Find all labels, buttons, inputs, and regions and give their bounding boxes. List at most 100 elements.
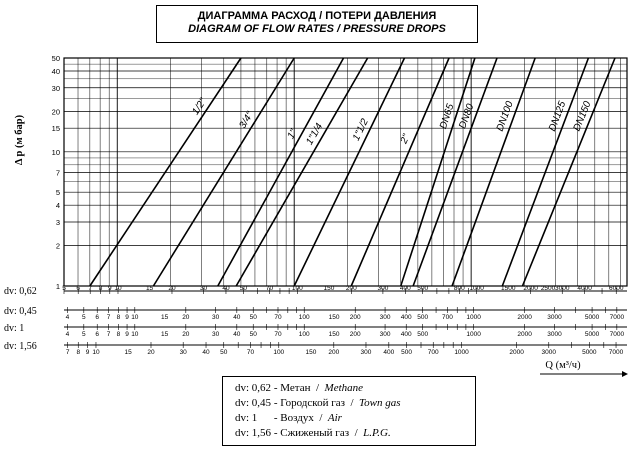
series-line: [89, 57, 242, 287]
flow-scale-tick-label: 200: [346, 285, 357, 292]
flow-scale-tick-label: 15: [161, 314, 169, 321]
flow-scale-tick-label: 7: [107, 331, 111, 338]
flow-scale-tick-label: 9: [125, 314, 129, 321]
gas-legend: dv: 0,62 - Метан / Methane dv: 0,45 - Го…: [222, 376, 476, 446]
flow-scale-name: dv: 0,45: [4, 306, 37, 317]
flow-scale-tick-label: 4000: [577, 285, 592, 292]
flow-scale-tick-label: 40: [202, 349, 210, 356]
flow-scale-tick-label: 40: [233, 331, 241, 338]
series-lines: [89, 57, 616, 287]
flow-scale-tick-label: 500: [417, 314, 428, 321]
flow-scale-tick-label: 10: [114, 285, 122, 292]
axes: 1 2 3 4 5 7 10 15 20 30 40 50 Δ p (м бар) Q (м³/ч): [14, 54, 628, 377]
flow-scale-tick-label: 50: [220, 349, 228, 356]
flow-scale-tick-label: 300: [361, 349, 372, 356]
flow-scale-tick-label: 2000: [517, 331, 532, 338]
flow-scale-tick-label: 300: [377, 285, 388, 292]
flow-scale-tick-label: 400: [401, 314, 412, 321]
flow-scale-tick-label: 9: [86, 349, 90, 356]
flow-scale-tick-label: 2000: [517, 314, 532, 321]
flow-scale-tick-label: 70: [266, 285, 274, 292]
flow-scale-tick-label: 20: [182, 314, 190, 321]
y-tick-label: 5: [56, 188, 60, 197]
flow-scale-tick-label: 300: [380, 314, 391, 321]
y-tick-label: 50: [52, 54, 60, 63]
y-tick-label: 7: [56, 169, 60, 178]
flow-scale-name: dv: 0,62: [4, 286, 37, 297]
y-tick-label: 3: [56, 218, 60, 227]
flow-scale-tick-label: 500: [417, 285, 428, 292]
flow-scale-tick-label: 400: [401, 331, 412, 338]
flow-scale-tick-label: 150: [329, 314, 340, 321]
flow-scale-tick-label: 4: [66, 314, 70, 321]
legend-ru: Сжиженый газ: [280, 427, 350, 439]
flow-scale-tick-label: 400: [383, 349, 394, 356]
series-label: 1/2": [190, 96, 209, 117]
flow-scale-tick-label: 3000: [547, 314, 562, 321]
y-tick-label: 1: [56, 282, 60, 291]
flow-scale-tick-label: 5: [82, 331, 86, 338]
series-label: 3/4": [237, 110, 256, 131]
legend-row-air: dv: 1 - Воздух / Air: [235, 412, 342, 424]
series-label: DN80: [457, 102, 476, 130]
flow-scale-tick-label: 3000: [555, 285, 570, 292]
flow-scale-tick-label: 4: [66, 331, 70, 338]
legend-en: Air: [327, 412, 342, 424]
flow-scale-tick-label: 6: [76, 285, 80, 292]
legend-en: Methane: [324, 382, 364, 394]
flow-scale-tick-label: 3000: [542, 349, 557, 356]
flow-scale-tick-label: 8: [117, 314, 121, 321]
flow-scale-tick-label: 7: [88, 285, 92, 292]
legend-dv: dv: 0,62: [235, 382, 272, 394]
flow-scale-tick-label: 100: [273, 349, 284, 356]
series-line: [412, 57, 498, 287]
flow-scale-tick-label: 30: [212, 314, 220, 321]
series-line: [451, 57, 536, 287]
series-labels: 1/2"3/4"1" 1"1/4 1"1/2 2"DN65 DN80 DN100 DN125…: [190, 96, 594, 147]
flow-scale-tick-label: 70: [274, 331, 282, 338]
flow-scale-tick-label: 6: [95, 314, 99, 321]
flow-scale-tick-label: 150: [306, 349, 317, 356]
flow-scale-tick-label: 15: [146, 285, 154, 292]
flow-scale-tick-label: 500: [401, 349, 412, 356]
flow-scale-tick-label: 30: [180, 349, 188, 356]
y-tick-label: 30: [52, 84, 60, 93]
flow-scale-tick-label: 7000: [610, 331, 625, 338]
flow-scale-tick-label: 1000: [469, 285, 484, 292]
y-tick-label: 4: [56, 201, 60, 210]
x-axis-arrowhead: [622, 371, 628, 377]
flow-scales: 5 6 7 8 9 10 15 20 30 40 50 70 100 150 200 300 400 500 800…: [4, 285, 627, 356]
series-line: [399, 57, 476, 287]
flow-scale-tick-label: 100: [292, 285, 303, 292]
flow-scale-tick-label: 20: [147, 349, 155, 356]
title-english: DIAGRAM OF FLOW RATES / PRESSURE DROPS: [188, 23, 446, 35]
flow-scale-tick-label: 3000: [547, 331, 562, 338]
legend-dv: dv: 0,45: [235, 397, 272, 409]
flow-scale-tick-label: 5: [62, 285, 66, 292]
flow-scale-tick-label: 200: [350, 331, 361, 338]
flow-scale-tick-label: 150: [329, 331, 340, 338]
flow-scale-tick-label: 1000: [466, 331, 481, 338]
flow-scale-tick-label: 2500: [541, 285, 556, 292]
flow-scale-tick-label: 700: [442, 314, 453, 321]
series-line: [521, 57, 616, 287]
flow-scale-tick-label: 5: [82, 314, 86, 321]
series-line: [217, 57, 345, 287]
flow-scale-tick-label: 8: [99, 285, 103, 292]
y-tick-label: 15: [52, 124, 60, 133]
series-line: [501, 57, 590, 287]
flow-scale-tick-label: 7000: [609, 349, 624, 356]
flow-scale-tick-label: 7: [107, 314, 111, 321]
flow-scale-tick-label: 6: [95, 331, 99, 338]
legend-ru: Городской газ: [280, 397, 345, 409]
flow-scale-tick-label: 100: [299, 314, 310, 321]
flow-scale-tick-label: 200: [350, 314, 361, 321]
flow-scale-tick-label: 1000: [454, 349, 469, 356]
x-axis-label: Q (м³/ч): [545, 360, 581, 371]
legend-dv: dv: 1,56: [235, 427, 272, 439]
flow-scale-tick-label: 10: [131, 331, 139, 338]
flow-scale-tick-label: 500: [417, 331, 428, 338]
flow-scale-tick-label: 7: [66, 349, 70, 356]
y-tick-label: 2: [56, 242, 60, 251]
flow-scale-tick-label: 8: [76, 349, 80, 356]
